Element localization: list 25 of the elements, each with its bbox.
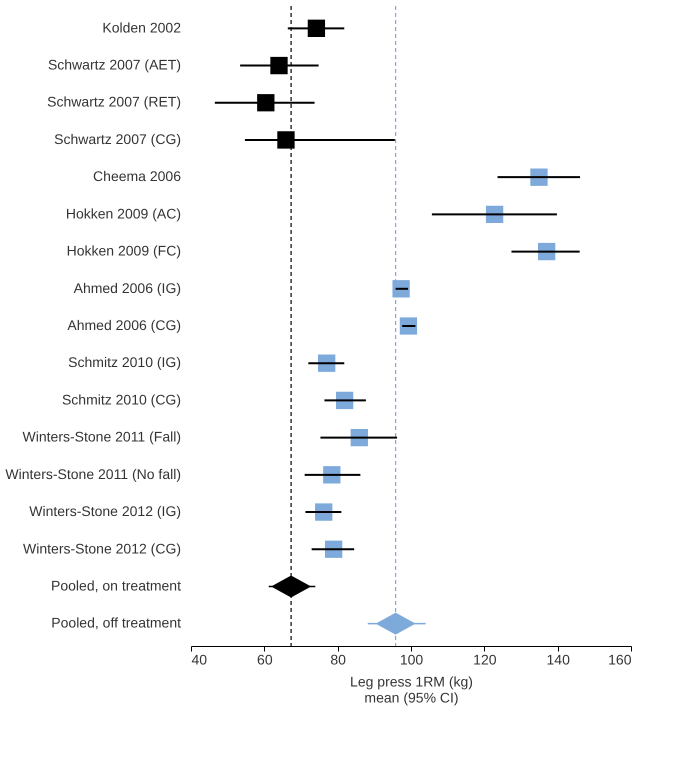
- x-tick-label: 100: [400, 652, 424, 668]
- x-tick-label: 140: [546, 652, 570, 668]
- x-axis-title: Leg press 1RM (kg) mean (95% CI): [350, 674, 473, 706]
- x-tick-label: 80: [330, 652, 346, 668]
- y-tick-label: Ahmed 2006 (IG): [74, 280, 181, 296]
- y-tick-label: Schmitz 2010 (CG): [62, 391, 181, 408]
- x-tick-label: 40: [192, 652, 208, 668]
- y-tick-label: Pooled, off treatment: [51, 614, 182, 631]
- x-tick-label: 160: [608, 652, 632, 668]
- x-tick-label: 120: [473, 652, 497, 668]
- y-tick-label: Cheema 2006: [93, 168, 182, 184]
- y-tick-label: Pooled, on treatment: [51, 577, 182, 594]
- y-tick-label: Winters-Stone 2011 (No fall): [5, 466, 181, 482]
- y-tick-label: Kolden 2002: [102, 19, 182, 36]
- x-tick-label: 60: [257, 652, 273, 668]
- y-tick-label: Ahmed 2006 (CG): [67, 317, 181, 333]
- y-tick-label: Hokken 2009 (FC): [66, 242, 181, 259]
- y-tick-label: Winters-Stone 2011 (Fall): [22, 428, 181, 445]
- y-tick-label: Schwartz 2007 (AET): [48, 56, 181, 73]
- y-tick-label: Schmitz 2010 (IG): [68, 354, 181, 370]
- y-tick-label: Schwartz 2007 (CG): [54, 130, 181, 147]
- y-tick-label: Schwartz 2007 (RET): [47, 94, 181, 110]
- y-tick-label: Winters-Stone 2012 (CG): [23, 540, 181, 556]
- y-tick-label: Hokken 2009 (AC): [66, 205, 181, 222]
- y-tick-label: Winters-Stone 2012 (IG): [29, 503, 181, 520]
